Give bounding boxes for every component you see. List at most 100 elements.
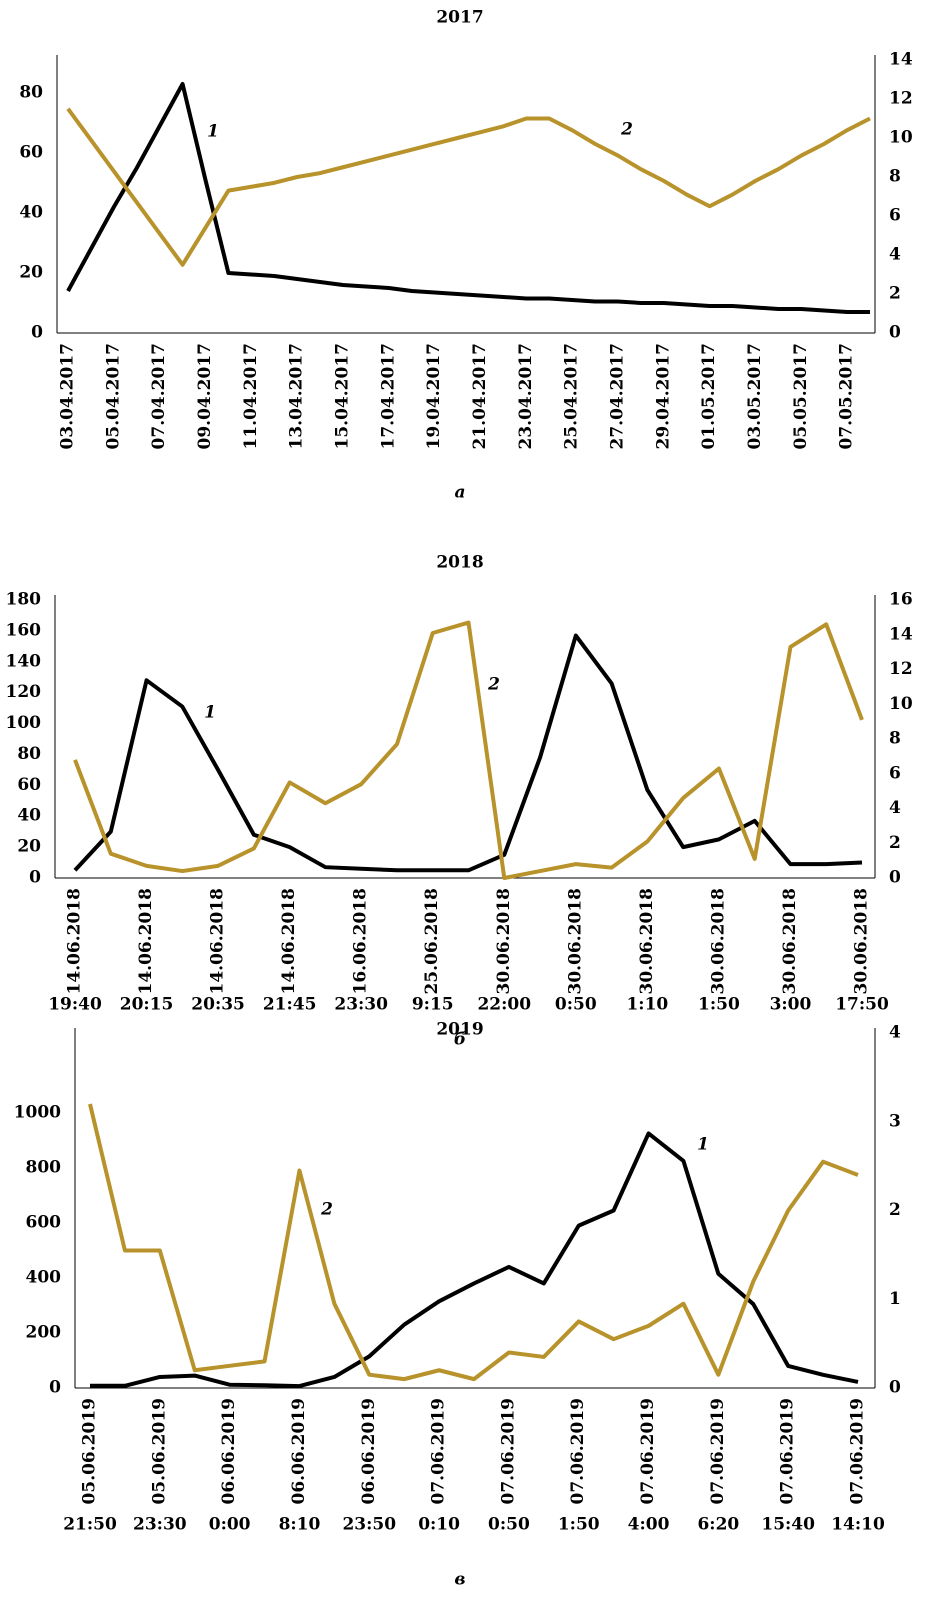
y-tick-label: 0 [49, 1378, 61, 1398]
y-tick-label: 200 [26, 1322, 62, 1342]
y-tick-label: 120 [6, 682, 42, 702]
y-tick-label: 1000 [14, 1102, 61, 1122]
y2-tick-label: 0 [889, 868, 901, 888]
y-tick-label: 60 [17, 775, 41, 795]
y2-tick-label: 4 [889, 1023, 901, 1043]
y2-tick-label: 6 [889, 206, 901, 226]
x-tick-date: 30.06.2018 [637, 888, 657, 994]
x-tick-label: 29.04.2017 [653, 343, 673, 449]
x-tick-time: 15:40 [761, 1515, 815, 1535]
x-tick-time: 0:50 [555, 995, 597, 1015]
x-tick-date: 07.06.2019 [708, 1398, 728, 1504]
x-tick-label: 09.04.2017 [195, 343, 215, 449]
x-tick-date: 14.06.2018 [208, 888, 228, 994]
x-tick-time: 0:00 [209, 1515, 251, 1535]
x-tick-date: 07.06.2019 [638, 1398, 658, 1504]
series-label: 2 [320, 1200, 333, 1220]
y2-tick-label: 2 [889, 1200, 901, 1220]
x-tick-time: 6:20 [697, 1515, 739, 1535]
x-tick-time: 21:45 [263, 995, 317, 1015]
y2-tick-label: 14 [889, 624, 913, 644]
x-tick-time: 23:50 [342, 1515, 396, 1535]
x-tick-label: 27.04.2017 [607, 343, 627, 449]
y-tick-label: 160 [6, 620, 42, 640]
y2-tick-label: 3 [889, 1111, 901, 1131]
y2-tick-label: 1 [889, 1289, 901, 1309]
x-tick-time: 4:00 [628, 1515, 670, 1535]
series-label: 2 [487, 675, 500, 695]
x-tick-date: 07.06.2019 [848, 1398, 868, 1504]
series-line [73, 620, 864, 880]
y2-tick-label: 14 [889, 50, 913, 70]
x-tick-date: 05.06.2019 [149, 1398, 169, 1504]
series-line [66, 82, 870, 314]
x-tick-time: 8:10 [279, 1515, 321, 1535]
x-tick-time: 0:50 [488, 1515, 530, 1535]
y2-tick-label: 8 [889, 167, 901, 187]
y2-tick-label: 4 [889, 245, 901, 265]
y-tick-label: 60 [19, 143, 43, 163]
x-tick-label: 17.04.2017 [378, 343, 398, 449]
x-tick-date: 06.06.2019 [219, 1398, 239, 1504]
y-tick-label: 80 [19, 83, 43, 103]
y-tick-label: 400 [26, 1267, 62, 1287]
x-tick-time: 1:50 [698, 995, 740, 1015]
x-tick-label: 23.04.2017 [516, 343, 536, 449]
x-tick-label: 13.04.2017 [287, 343, 307, 449]
series-line [73, 633, 863, 873]
chart-title: 2019 [436, 1020, 483, 1040]
x-tick-date: 07.06.2019 [778, 1398, 798, 1504]
y2-tick-label: 2 [889, 833, 901, 853]
x-tick-time: 0:10 [418, 1515, 460, 1535]
x-tick-time: 22:00 [477, 995, 531, 1015]
x-tick-date: 06.06.2019 [359, 1398, 379, 1504]
x-tick-date: 07.06.2019 [429, 1398, 449, 1504]
x-tick-label: 07.05.2017 [837, 343, 857, 449]
x-tick-label: 19.04.2017 [424, 343, 444, 449]
y2-tick-label: 4 [889, 798, 901, 818]
x-tick-date: 30.06.2018 [565, 888, 585, 994]
x-tick-label: 21.04.2017 [470, 343, 490, 449]
x-tick-label: 07.04.2017 [149, 343, 169, 449]
y2-tick-label: 10 [889, 128, 913, 148]
y-tick-label: 40 [17, 806, 41, 826]
chart-title: 2017 [436, 8, 483, 28]
x-tick-date: 14.06.2018 [65, 888, 85, 994]
x-tick-date: 07.06.2019 [498, 1398, 518, 1504]
x-tick-label: 25.04.2017 [562, 343, 582, 449]
series-line [90, 1131, 859, 1389]
y-tick-label: 0 [29, 868, 41, 888]
x-tick-date: 14.06.2018 [279, 888, 299, 994]
y-tick-label: 0 [31, 323, 43, 343]
x-tick-label: 11.04.2017 [241, 343, 261, 449]
y2-tick-label: 10 [889, 694, 913, 714]
x-tick-time: 14:10 [831, 1515, 885, 1535]
x-tick-time: 21:50 [63, 1515, 117, 1535]
caption: а [454, 483, 465, 503]
chart-title: 2018 [436, 553, 483, 573]
x-tick-date: 06.06.2019 [289, 1398, 309, 1504]
y-tick-label: 20 [17, 837, 41, 857]
y-tick-label: 800 [26, 1157, 62, 1177]
y2-tick-label: 0 [889, 323, 901, 343]
x-tick-date: 16.06.2018 [351, 888, 371, 994]
x-tick-date: 30.06.2018 [852, 888, 872, 994]
caption: б [454, 1030, 466, 1050]
x-tick-time: 20:15 [120, 995, 174, 1015]
x-tick-time: 23:30 [133, 1515, 187, 1535]
x-tick-date: 05.06.2019 [80, 1398, 100, 1504]
x-tick-time: 1:50 [558, 1515, 600, 1535]
x-tick-label: 03.05.2017 [745, 343, 765, 449]
x-tick-label: 15.04.2017 [332, 343, 352, 449]
y-tick-label: 40 [19, 203, 43, 223]
x-tick-label: 05.05.2017 [791, 343, 811, 449]
y2-tick-label: 12 [889, 89, 913, 109]
y2-tick-label: 6 [889, 763, 901, 783]
x-tick-date: 14.06.2018 [136, 888, 156, 994]
x-tick-time: 20:35 [191, 995, 245, 1015]
x-tick-date: 30.06.2018 [780, 888, 800, 994]
x-tick-label: 03.04.2017 [58, 343, 78, 449]
y-tick-label: 80 [17, 744, 41, 764]
x-tick-time: 1:10 [626, 995, 668, 1015]
